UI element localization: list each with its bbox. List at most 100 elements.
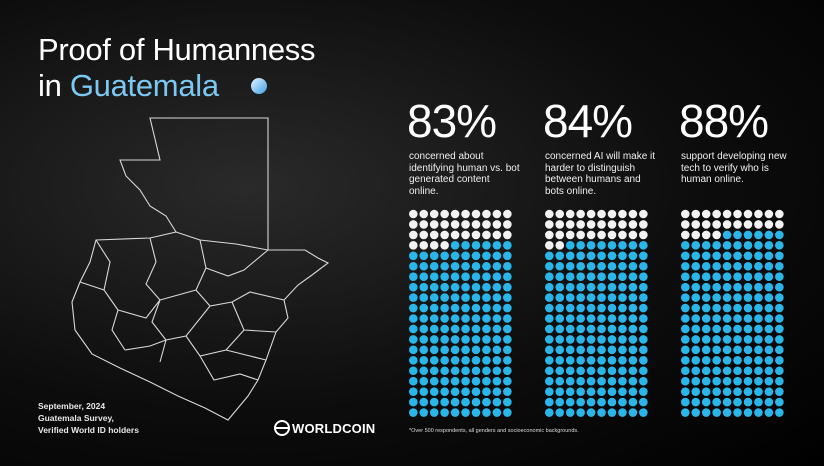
waffle-dot bbox=[545, 324, 554, 334]
waffle-dot bbox=[722, 408, 732, 417]
waffle-dot bbox=[565, 366, 575, 376]
waffle-dot bbox=[419, 324, 429, 334]
waffle-dot bbox=[545, 356, 554, 365]
waffle-dot bbox=[597, 335, 606, 344]
waffle-dot bbox=[681, 251, 690, 261]
waffle-dot bbox=[691, 356, 701, 365]
waffle-dot bbox=[419, 314, 429, 323]
waffle-dot bbox=[576, 387, 585, 396]
waffle-dot bbox=[492, 345, 502, 355]
waffle-dot bbox=[503, 324, 512, 334]
waffle-dot bbox=[461, 272, 470, 282]
waffle-dot-rest bbox=[429, 241, 439, 250]
waffle-dot bbox=[545, 408, 554, 417]
waffle-dot bbox=[419, 303, 429, 313]
waffle-dot bbox=[461, 366, 470, 376]
title-highlight: Guatemala bbox=[69, 68, 219, 103]
waffle-dot-rest bbox=[492, 220, 502, 229]
waffle-dot bbox=[722, 397, 732, 407]
waffle-dot bbox=[733, 261, 742, 271]
waffle-dot bbox=[639, 408, 648, 417]
waffle-dot bbox=[597, 376, 606, 386]
waffle-dot bbox=[743, 366, 753, 376]
waffle-dot bbox=[555, 356, 565, 365]
waffle-dot bbox=[471, 356, 481, 365]
waffle-dot bbox=[440, 345, 449, 355]
waffle-dot bbox=[722, 282, 732, 292]
waffle-dot-rest bbox=[576, 209, 585, 219]
waffle-dot bbox=[618, 376, 627, 386]
title-dot bbox=[251, 78, 267, 94]
waffle-dot bbox=[565, 314, 575, 323]
waffle-dot bbox=[775, 324, 784, 334]
waffle-dot bbox=[754, 293, 763, 302]
waffle-dot bbox=[555, 303, 565, 313]
waffle-dot bbox=[471, 314, 481, 323]
waffle-dot bbox=[733, 397, 742, 407]
waffle-dot bbox=[450, 366, 460, 376]
waffle-dot bbox=[764, 376, 774, 386]
waffle-dot bbox=[681, 366, 690, 376]
waffle-dot bbox=[565, 345, 575, 355]
waffle-dot-rest bbox=[639, 220, 648, 229]
waffle-dot bbox=[701, 397, 711, 407]
waffle-dot-rest bbox=[461, 220, 470, 229]
waffle-dot bbox=[482, 272, 491, 282]
title: in Guatemala bbox=[38, 69, 219, 103]
waffle-dot bbox=[743, 345, 753, 355]
waffle-dot-rest bbox=[419, 241, 429, 250]
waffle-dot bbox=[409, 376, 418, 386]
waffle-dot bbox=[628, 272, 638, 282]
waffle-dot bbox=[409, 356, 418, 365]
waffle-dot bbox=[607, 335, 617, 344]
waffle-dot-rest bbox=[628, 209, 638, 219]
waffle-dot bbox=[681, 335, 690, 344]
waffle-dot bbox=[597, 366, 606, 376]
waffle-dot-rest bbox=[586, 220, 596, 229]
waffle-dot bbox=[419, 366, 429, 376]
waffle-dot bbox=[545, 376, 554, 386]
waffle-dot-rest bbox=[409, 241, 418, 250]
waffle-dot bbox=[471, 376, 481, 386]
waffle-dot bbox=[712, 293, 721, 302]
waffle-dot bbox=[712, 261, 721, 271]
waffle-dot-rest bbox=[618, 230, 627, 240]
waffle-dot bbox=[597, 272, 606, 282]
waffle-dot bbox=[754, 230, 763, 240]
waffle-dot bbox=[586, 356, 596, 365]
waffle-dot bbox=[461, 397, 470, 407]
waffle-dot bbox=[691, 272, 701, 282]
waffle-dot bbox=[597, 356, 606, 365]
waffle-dot-rest bbox=[409, 230, 418, 240]
waffle-dot bbox=[722, 261, 732, 271]
waffle-dot bbox=[482, 241, 491, 250]
waffle-dot bbox=[555, 397, 565, 407]
waffle-dot bbox=[492, 335, 502, 344]
waffle-dot bbox=[429, 272, 439, 282]
waffle-dot bbox=[733, 303, 742, 313]
waffle-dot-rest bbox=[461, 230, 470, 240]
waffle-dot-rest bbox=[565, 230, 575, 240]
waffle-dot bbox=[722, 314, 732, 323]
waffle-dot bbox=[545, 282, 554, 292]
waffle-dot bbox=[492, 356, 502, 365]
waffle-dot bbox=[471, 293, 481, 302]
waffle-dot bbox=[775, 272, 784, 282]
waffle-dot bbox=[440, 293, 449, 302]
waffle-dot bbox=[712, 397, 721, 407]
waffle-dot-rest bbox=[503, 220, 512, 229]
waffle-dot-rest bbox=[681, 209, 690, 219]
waffle-dot bbox=[618, 324, 627, 334]
waffle-dot bbox=[471, 282, 481, 292]
waffle-dot bbox=[764, 303, 774, 313]
waffle-dot bbox=[503, 293, 512, 302]
waffle-dot bbox=[482, 251, 491, 261]
waffle-dot bbox=[639, 397, 648, 407]
waffle-dot bbox=[492, 387, 502, 396]
waffle-dot-rest bbox=[597, 209, 606, 219]
survey-line: Verified World ID holders bbox=[38, 425, 139, 435]
waffle-dot bbox=[586, 293, 596, 302]
waffle-dot bbox=[461, 282, 470, 292]
waffle-dot bbox=[492, 272, 502, 282]
waffle-dot bbox=[618, 303, 627, 313]
